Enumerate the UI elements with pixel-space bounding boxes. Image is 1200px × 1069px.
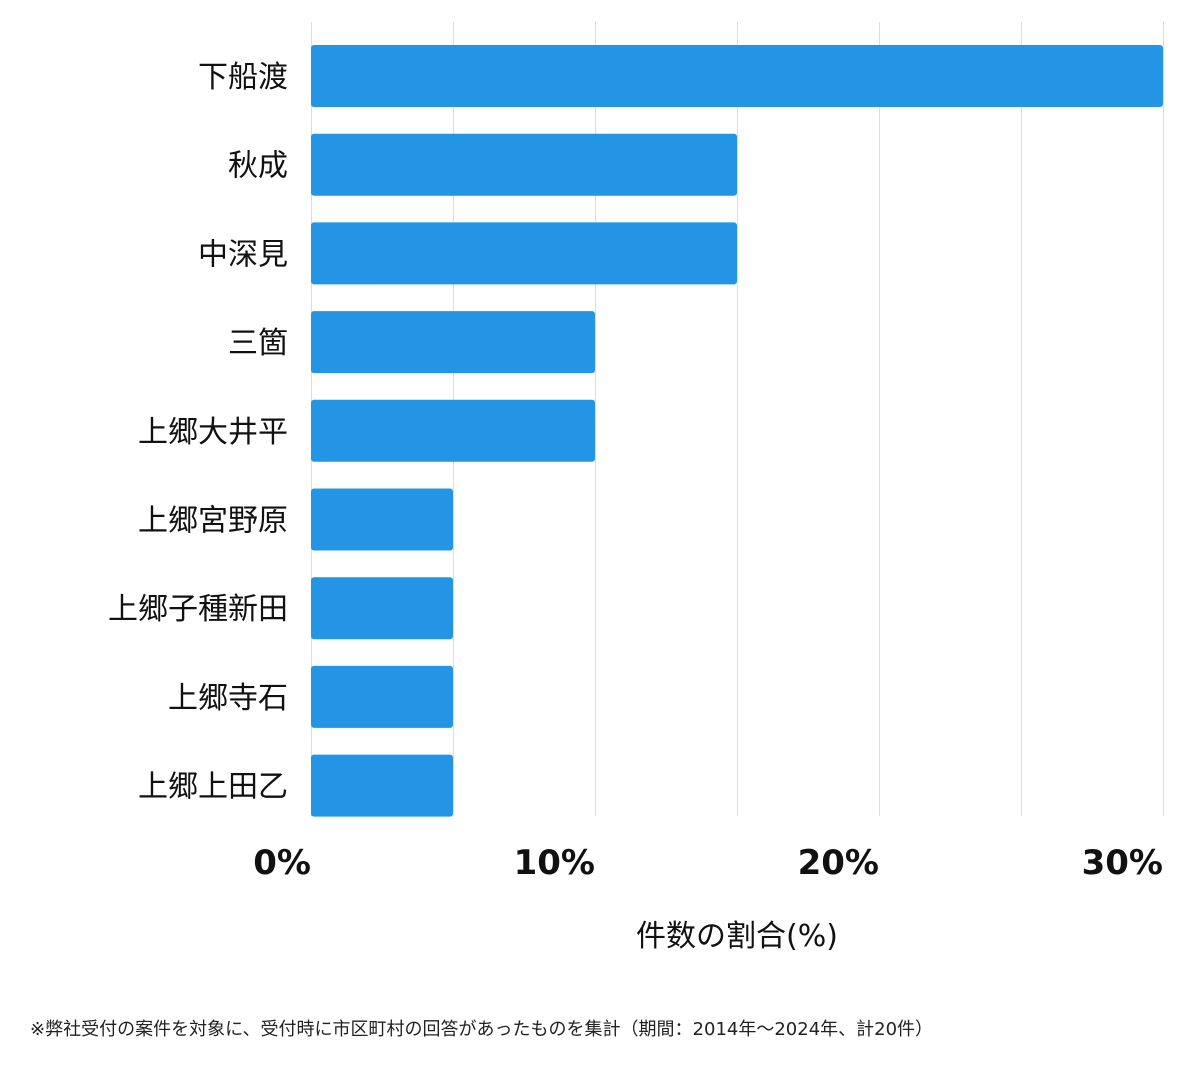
bars	[311, 45, 1163, 817]
bar-9	[311, 754, 453, 817]
x-tick-label: 30%	[1082, 843, 1163, 883]
category-label: 三箇	[228, 326, 288, 361]
bar-7	[311, 577, 453, 640]
x-tick-label: 0%	[253, 843, 311, 883]
x-tick-label: 10%	[514, 843, 595, 883]
bar-4	[311, 311, 595, 374]
category-label: 中深見	[198, 237, 288, 272]
category-label: 上郷子種新田	[108, 592, 288, 627]
footnote: ※弊社受付の案件を対象に、受付時に市区町村の回答があったものを集計（期間：201…	[30, 1019, 934, 1040]
x-axis-title: 件数の割合(%)	[636, 919, 838, 954]
bar-8	[311, 665, 453, 728]
bar-5	[311, 399, 595, 462]
category-label: 上郷大井平	[138, 415, 288, 450]
x-tick-labels: 0% 10% 20% 30%	[253, 843, 1163, 883]
category-label: 上郷寺石	[168, 681, 288, 716]
bar-2	[311, 133, 737, 196]
category-label: 下船渡	[198, 60, 288, 95]
bar-3	[311, 222, 737, 285]
category-label: 上郷宮野原	[138, 504, 288, 539]
bar-1	[311, 45, 1163, 107]
category-label: 秋成	[228, 149, 288, 184]
x-tick-label: 20%	[798, 843, 879, 883]
bar-6	[311, 488, 453, 551]
category-label: 上郷上田乙	[138, 770, 288, 805]
